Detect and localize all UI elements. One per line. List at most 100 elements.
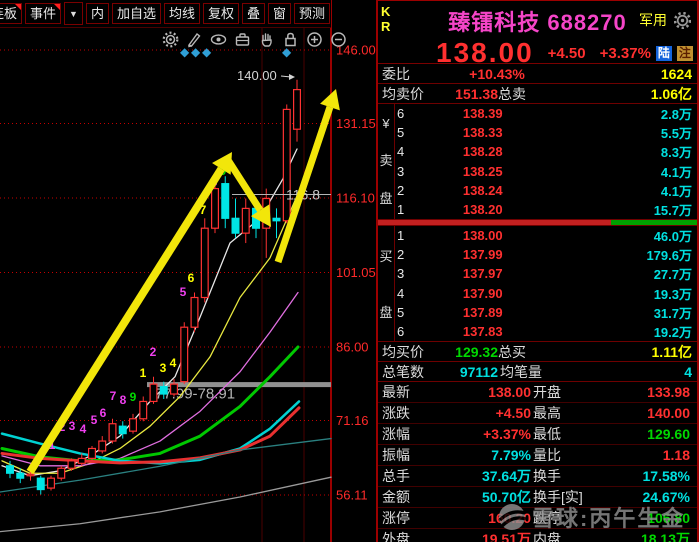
price-change: +4.50 (547, 44, 586, 62)
level-price[interactable]: 138.20 (462, 201, 503, 217)
toolbar-button-9[interactable]: 预测 (294, 3, 331, 24)
toolbar-button-2[interactable]: ▼ (64, 2, 83, 25)
stat-value: 106.80 (647, 510, 690, 526)
candle-body (211, 188, 220, 229)
ask-book-tag: ¥ 卖 盘 (378, 104, 395, 219)
weicha-value: 1624 (660, 65, 692, 82)
stat-value: 50.70亿 (481, 489, 531, 505)
toolbar-button-8[interactable]: 窗 (268, 3, 292, 24)
toolbar-button-label: 叠 (247, 6, 261, 21)
toolbox-icon[interactable] (234, 31, 251, 48)
pen-icon[interactable] (186, 31, 203, 48)
level-price[interactable]: 138.28 (462, 144, 503, 160)
bid-row[interactable]: 3 137.97 27.7万 (395, 264, 697, 283)
candle-body (200, 227, 209, 299)
panel-settings-gear-icon[interactable] (673, 9, 692, 30)
quote-panel: K R 臻镭科技 688270 军用 138.00 +4.50 +3.37% 陆… (376, 0, 699, 542)
eye-icon[interactable] (210, 31, 227, 48)
bid-row[interactable]: 2 137.99 179.6万 (395, 245, 697, 264)
level-number: 1 (397, 228, 405, 244)
avg-sell-row: 均卖价 151.38 总卖 1.06亿 (378, 84, 697, 104)
toolbar-button-3[interactable]: 内 (85, 3, 109, 24)
kline-chart[interactable]: 146.00 131.15 116.10 101.05 86.00 71.16 56.11 7… (0, 0, 376, 542)
sector-tag[interactable]: 军用 (639, 12, 667, 28)
level-price[interactable]: 138.24 (462, 182, 503, 198)
stat-label: 开盘 (533, 384, 561, 400)
drawing-handle-diamond[interactable]: ◆ (180, 45, 190, 59)
lock-icon[interactable] (282, 31, 299, 48)
bid-row[interactable]: 5 137.89 31.7万 (395, 303, 697, 322)
level-price[interactable]: 137.99 (462, 247, 503, 263)
level-price[interactable]: 138.25 (462, 163, 503, 179)
candle-body (77, 457, 86, 464)
level-price[interactable]: 137.89 (462, 304, 503, 320)
level-price[interactable]: 138.39 (462, 106, 503, 122)
trend-arrow-shaft (26, 166, 225, 475)
toolbar-button-7[interactable]: 叠 (242, 3, 266, 24)
zoom-out-icon[interactable] (330, 31, 347, 48)
last-price: 138.00 (436, 37, 534, 68)
ask-row[interactable]: 6 138.39 2.8万 (395, 104, 697, 123)
hand-icon[interactable] (258, 31, 275, 48)
stat-label: 量比 (533, 447, 561, 463)
level-volume: 19.2万 (653, 324, 692, 340)
level-volume: 5.5万 (660, 126, 692, 142)
stat-label: 涨幅 (382, 426, 410, 442)
ask-row[interactable]: 4 138.28 8.3万 (395, 142, 697, 161)
level-price[interactable]: 137.97 (462, 266, 503, 282)
level-number: 4 (397, 285, 405, 301)
stat-label: 最低 (533, 426, 561, 442)
drawing-handle-diamond[interactable]: ◆ (191, 45, 201, 59)
toolbar-button-1[interactable]: 事件 (25, 3, 62, 24)
limit-up-count-mark: 5 (91, 413, 98, 427)
stat-value: 17.58% (642, 468, 690, 484)
zoom-in-icon[interactable] (306, 31, 323, 48)
chart-toolbar: 连板事件▼内加自选均线复权叠窗预测更多⇥▼ (0, 0, 331, 28)
level-number: 1 (397, 201, 405, 217)
candle-body (190, 296, 199, 328)
bid-book: 买 盘 1 138.00 46.0万 2 137.99 179.6万 3 137.97 27.7… (378, 225, 697, 342)
level-price[interactable]: 138.33 (462, 125, 503, 141)
ask-row[interactable]: 1 138.20 15.7万 (395, 200, 697, 219)
stat-value: 140.00 (647, 405, 690, 421)
trend-arrow-shaft (274, 105, 334, 264)
bid-row[interactable]: 1 138.00 46.0万 (395, 226, 697, 245)
stat-value: 138.00 (488, 384, 531, 400)
badge-note[interactable]: 注 (676, 45, 693, 61)
trend-arrow-head (250, 204, 271, 227)
stats-grid: 最新 138.00 开盘 133.98 涨跌 +4.50 最高 140.00 涨幅 +3.37% 最… (378, 382, 697, 542)
avg-lot-value: 4 (684, 363, 692, 380)
toolbar-button-5[interactable]: 均线 (163, 3, 200, 24)
toolbar-button-4[interactable]: 加自选 (111, 3, 161, 24)
level-price[interactable]: 137.90 (462, 285, 503, 301)
bid-row[interactable]: 6 137.83 19.2万 (395, 322, 697, 341)
gear-icon[interactable] (162, 31, 179, 48)
stat-value: 37.64万 (481, 468, 531, 484)
y-axis-label: 146.00 (336, 43, 376, 58)
drawing-handle-diamond[interactable]: ◆ (282, 45, 292, 59)
badge-lu[interactable]: 陆 (655, 45, 672, 61)
toolbar-button-0[interactable]: 连板 (0, 3, 23, 24)
trend-arrow-shaft (225, 158, 264, 213)
ask-row[interactable]: 2 138.24 4.1万 (395, 181, 697, 200)
toolbar-button-6[interactable]: 复权 (203, 3, 240, 24)
limit-up-count-mark: 7 (110, 389, 117, 403)
level-price[interactable]: 137.83 (462, 323, 503, 339)
candle-body (16, 472, 25, 479)
level-volume: 31.7万 (653, 305, 692, 321)
drawing-handle-diamond[interactable]: ◆ (202, 45, 212, 59)
level-number: 2 (397, 247, 405, 263)
stat-label: 换手 (533, 468, 561, 484)
level-number: 2 (397, 182, 405, 198)
ask-row[interactable]: 3 138.25 4.1万 (395, 162, 697, 181)
toolbar-button-label: 窗 (273, 6, 287, 21)
limit-up-count-mark: 4 (80, 422, 87, 436)
stat-value: 19.51万 (481, 531, 531, 542)
level-price[interactable]: 138.00 (462, 228, 503, 244)
level-number: 3 (397, 163, 405, 179)
currency-symbol: ¥ (382, 115, 390, 131)
stat-row: 振幅 7.79% 量比 1.18 (378, 445, 697, 466)
bid-row[interactable]: 4 137.90 19.3万 (395, 284, 697, 303)
ask-row[interactable]: 5 138.33 5.5万 (395, 123, 697, 142)
ask-book: ¥ 卖 盘 6 138.39 2.8万 5 138.33 5.5万 4 138.28 8.3万 3… (378, 104, 697, 220)
